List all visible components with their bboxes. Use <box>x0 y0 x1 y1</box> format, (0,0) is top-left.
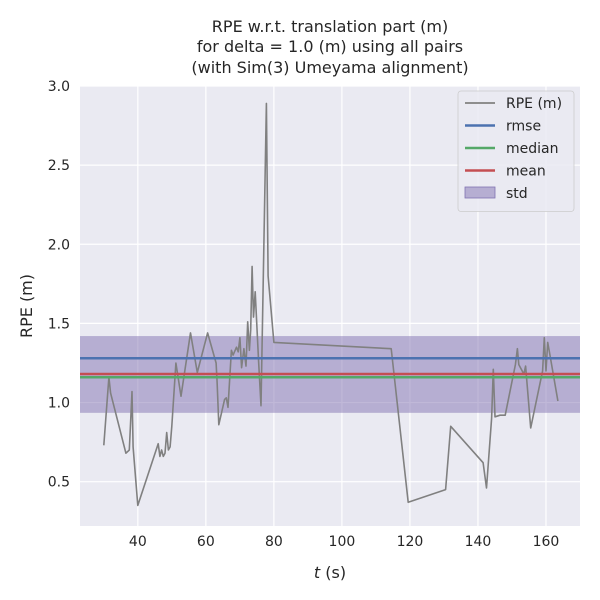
chart-title-line-2: for delta = 1.0 (m) using all pairs <box>197 37 463 56</box>
legend-label: RPE (m) <box>506 96 562 112</box>
legend: RPE (m) rmse median mean std <box>457 90 575 212</box>
legend-label: median <box>506 141 558 157</box>
x-tick-label: 80 <box>265 534 283 550</box>
chart-title-line-3: (with Sim(3) Umeyama alignment) <box>191 58 468 77</box>
x-tick-label: 160 <box>533 534 560 550</box>
y-tick-label: 2.5 <box>48 158 70 174</box>
y-axis-label: RPE (m) <box>17 274 36 338</box>
y-tick-label: 2.0 <box>48 237 70 253</box>
rpe-series-line <box>103 102 559 507</box>
y-tick-label: 1.5 <box>48 316 70 332</box>
legend-label: rmse <box>506 119 541 135</box>
legend-label: std <box>506 186 528 202</box>
x-axis-label-unit: (s) <box>320 563 346 582</box>
legend-frame <box>457 90 575 212</box>
legend-label: mean <box>506 164 546 180</box>
y-tick-label: 3.0 <box>48 79 70 95</box>
x-tick-label: 40 <box>129 534 147 550</box>
tick-labels: 40 60 80 100 120 140 160 0.5 1.0 1.5 2.0 2.5 3.0 <box>48 79 560 550</box>
series-layer <box>103 102 559 507</box>
x-tick-label: 120 <box>397 534 424 550</box>
chart-title-line-1: RPE w.r.t. translation part (m) <box>212 17 448 36</box>
x-tick-label: 100 <box>329 534 356 550</box>
x-axis-label-variable: t <box>314 563 321 582</box>
x-tick-label: 140 <box>465 534 492 550</box>
y-tick-label: 1.0 <box>48 396 70 412</box>
x-tick-label: 60 <box>197 534 215 550</box>
y-tick-label: 0.5 <box>48 475 70 491</box>
x-axis-label: t (s) <box>314 563 346 582</box>
legend-swatch <box>464 186 496 199</box>
